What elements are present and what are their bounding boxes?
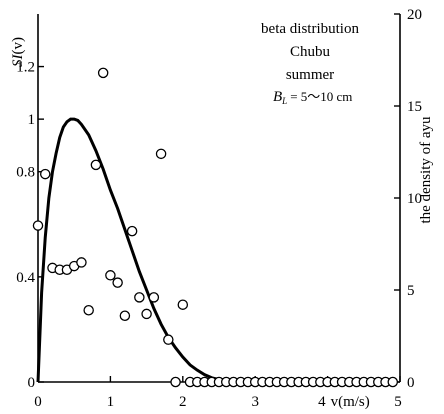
density-point [90,159,102,171]
annotation-region: Chubu [290,44,331,60]
axes [37,14,401,383]
left-tick-label: 1 [28,112,36,128]
density-point [97,67,109,79]
annotation-body-length: BL = 5〜10 cm [273,89,352,106]
x-tick-label: 2 [179,394,187,410]
left-tick-label: 0.8 [16,165,35,181]
density-point [155,148,167,160]
x-tick-label: 0 [34,394,42,410]
density-point [119,310,131,322]
x-tick-label: 3 [251,394,259,410]
density-point [387,376,399,388]
density-point [177,299,189,310]
density-point [141,308,152,320]
density-point [76,257,87,268]
annotation-bl-subscript: L [281,96,287,106]
annotation-season: summer [286,67,334,83]
density-point [83,304,94,316]
right-axis-label: the density of ayu [418,116,434,224]
left-tick-label: 0.4 [16,270,35,286]
annotation-distribution: beta distribution [261,21,359,37]
left-axis-label-main: SI [10,54,26,68]
right-tick-label: 10 [407,191,422,207]
density-point [39,168,51,180]
x-tick-label: 4 [318,394,326,410]
left-tick-label: 0 [28,375,36,391]
density-point [148,292,160,303]
right-tick-label: 15 [407,99,422,115]
x-tick-label: 1 [107,394,115,410]
density-point [163,334,174,345]
left-axis-label-arg: (v) [10,37,26,55]
right-tick-label: 20 [407,7,422,23]
x-axis-label: v(m/s) [331,394,370,410]
density-point [112,277,123,288]
x-tick-label: 5 [394,394,402,410]
right-tick-label: 0 [407,375,415,391]
left-tick-label: 1.2 [16,60,35,76]
density-point [32,220,44,231]
annotation-block: beta distribution Chubu summer BL = 5〜10 … [261,21,359,106]
density-point [105,270,116,281]
right-tick-label: 5 [407,283,415,299]
density-point [134,292,145,303]
annotation-bl-symbol: B [273,89,282,105]
density-point [126,225,138,237]
annotation-bl-range: = 5〜10 cm [290,89,352,104]
left-axis-label: SI(v) [10,37,26,67]
density-point [170,376,181,388]
density-points [32,67,399,388]
